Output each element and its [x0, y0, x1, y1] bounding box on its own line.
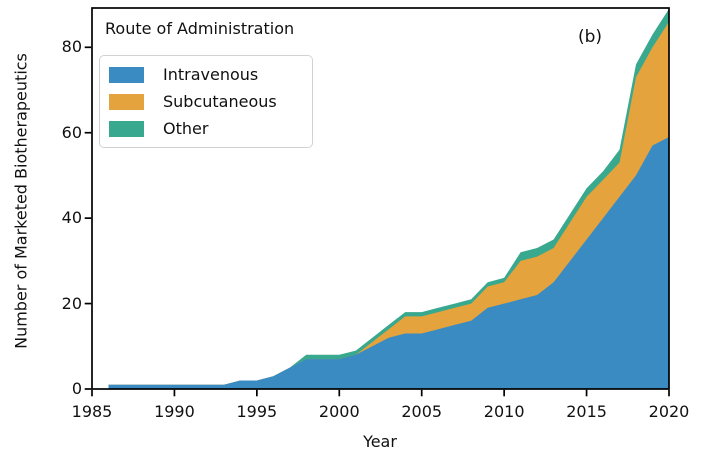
legend-item-subcutaneous: Subcutaneous	[109, 91, 306, 111]
legend-item-intravenous: Intravenous	[109, 64, 306, 84]
legend-title: Route of Administration	[105, 19, 295, 38]
legend-label: Other	[163, 118, 209, 138]
x-axis-label: Year	[363, 432, 397, 451]
x-tick-label: 2010	[483, 402, 525, 421]
intravenous-swatch-icon	[109, 66, 144, 83]
subcutaneous-swatch-icon	[109, 93, 144, 110]
plot-border	[91, 7, 670, 390]
y-tick-label: 40	[61, 208, 82, 228]
legend-label: Subcutaneous	[163, 91, 277, 111]
other-swatch-icon	[109, 120, 144, 137]
legend-label: Intravenous	[163, 64, 259, 84]
x-tick-label: 2005	[401, 402, 443, 421]
x-tick-label: 2000	[318, 402, 360, 421]
x-tick-label: 1985	[71, 402, 113, 421]
legend-box: Intravenous Subcutaneous Other	[99, 55, 313, 148]
x-tick-label: 2015	[566, 402, 607, 421]
y-tick-label: 60	[61, 122, 82, 142]
y-tick-label: 0	[71, 379, 82, 398]
y-tick-label: 80	[61, 37, 82, 57]
panel-label: (b)	[578, 27, 603, 47]
area-intravenous	[108, 137, 669, 389]
x-tick-label: 1990	[154, 402, 195, 421]
x-tick-label: 1995	[236, 402, 278, 421]
x-tick-label: 2020	[648, 402, 690, 421]
y-tick-label: 20	[61, 293, 82, 313]
legend-item-other: Other	[109, 118, 306, 138]
